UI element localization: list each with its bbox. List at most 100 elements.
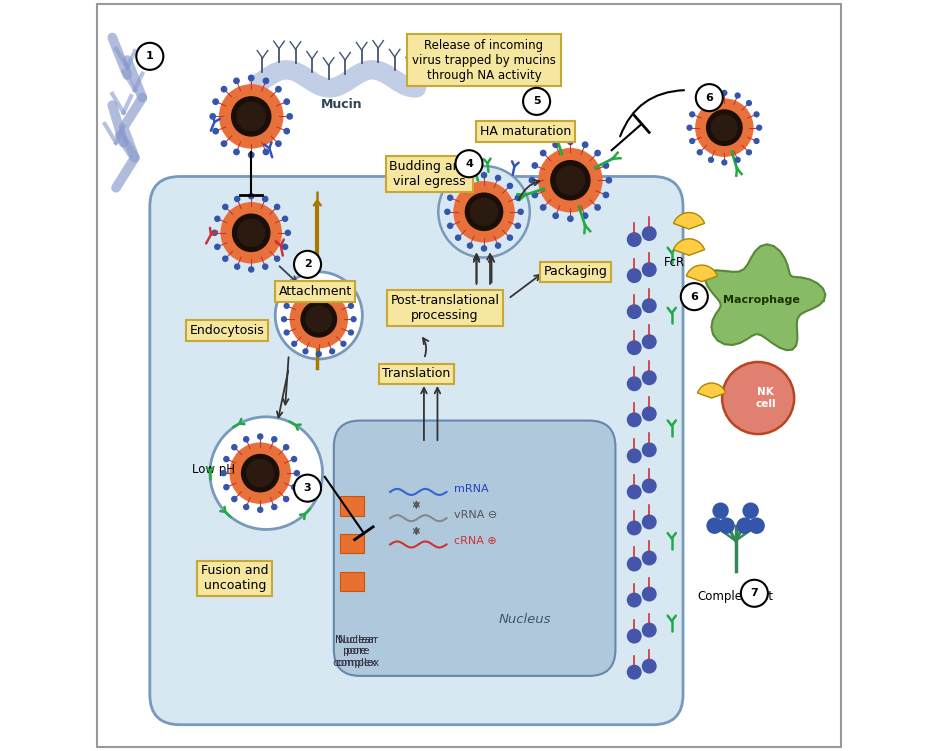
Circle shape xyxy=(237,102,265,131)
Circle shape xyxy=(696,84,723,111)
Circle shape xyxy=(275,204,280,210)
Circle shape xyxy=(292,457,296,462)
Circle shape xyxy=(481,173,487,178)
Circle shape xyxy=(272,505,277,509)
Circle shape xyxy=(735,158,740,162)
Circle shape xyxy=(538,149,602,212)
Text: Mucin: Mucin xyxy=(321,98,362,110)
Circle shape xyxy=(292,342,296,346)
Circle shape xyxy=(628,629,641,643)
Circle shape xyxy=(329,285,335,289)
Circle shape xyxy=(445,210,450,214)
Circle shape xyxy=(553,142,558,147)
Text: Nuclear
pore
complex: Nuclear pore complex xyxy=(336,635,380,668)
Circle shape xyxy=(212,231,217,235)
Circle shape xyxy=(707,518,722,533)
Circle shape xyxy=(553,213,558,219)
Circle shape xyxy=(275,272,362,359)
Circle shape xyxy=(697,101,703,105)
Circle shape xyxy=(232,445,237,450)
Circle shape xyxy=(628,593,641,607)
Circle shape xyxy=(465,193,503,231)
Circle shape xyxy=(221,203,281,263)
Circle shape xyxy=(689,139,695,143)
Text: Low pH: Low pH xyxy=(192,463,235,476)
Circle shape xyxy=(306,306,332,332)
FancyBboxPatch shape xyxy=(340,496,364,516)
Text: FcR: FcR xyxy=(663,256,685,270)
Text: 6: 6 xyxy=(705,92,713,103)
Circle shape xyxy=(643,623,656,637)
Circle shape xyxy=(447,195,453,201)
Circle shape xyxy=(628,521,641,535)
Circle shape xyxy=(275,256,280,261)
Circle shape xyxy=(643,407,656,421)
Circle shape xyxy=(628,449,641,463)
Circle shape xyxy=(741,580,768,607)
FancyBboxPatch shape xyxy=(334,421,615,676)
Wedge shape xyxy=(698,383,726,398)
Circle shape xyxy=(749,518,764,533)
Circle shape xyxy=(643,659,656,673)
Circle shape xyxy=(643,479,656,493)
Circle shape xyxy=(747,150,751,155)
Circle shape xyxy=(282,244,288,249)
Circle shape xyxy=(295,471,299,475)
Circle shape xyxy=(349,330,354,335)
Circle shape xyxy=(213,128,219,134)
Text: cRNA ⊕: cRNA ⊕ xyxy=(454,536,497,547)
Circle shape xyxy=(643,587,656,601)
Text: Release of incoming
virus trapped by mucins
through NA activity: Release of incoming virus trapped by muc… xyxy=(412,38,556,82)
Text: 6: 6 xyxy=(690,291,698,302)
Text: Budding and
viral egress: Budding and viral egress xyxy=(389,160,469,189)
Circle shape xyxy=(628,233,641,246)
Circle shape xyxy=(285,231,291,235)
Circle shape xyxy=(234,197,240,201)
Circle shape xyxy=(282,216,288,222)
Circle shape xyxy=(603,192,609,198)
Circle shape xyxy=(213,99,219,104)
Circle shape xyxy=(628,413,641,427)
Circle shape xyxy=(234,149,239,155)
Text: 5: 5 xyxy=(533,96,540,107)
Circle shape xyxy=(287,113,293,119)
Circle shape xyxy=(316,282,321,287)
Circle shape xyxy=(258,507,263,512)
Circle shape xyxy=(136,43,163,70)
Circle shape xyxy=(210,417,323,529)
Circle shape xyxy=(276,141,281,146)
Circle shape xyxy=(643,263,656,276)
Circle shape xyxy=(232,97,271,136)
Circle shape xyxy=(244,437,249,442)
Circle shape xyxy=(643,227,656,240)
Circle shape xyxy=(294,251,321,278)
Circle shape xyxy=(507,183,512,189)
Circle shape xyxy=(713,503,728,518)
Text: Packaging: Packaging xyxy=(544,265,608,279)
Circle shape xyxy=(292,292,296,297)
Circle shape xyxy=(234,78,239,83)
Circle shape xyxy=(438,166,530,258)
Circle shape xyxy=(351,317,356,321)
Circle shape xyxy=(628,269,641,282)
Circle shape xyxy=(532,192,537,198)
Circle shape xyxy=(210,113,216,119)
Circle shape xyxy=(595,205,600,210)
Text: Nuclear
pore
complex: Nuclear pore complex xyxy=(333,635,377,668)
Circle shape xyxy=(532,163,537,168)
Circle shape xyxy=(224,457,229,462)
Text: 3: 3 xyxy=(304,483,311,493)
Circle shape xyxy=(249,267,254,272)
Circle shape xyxy=(263,197,267,201)
Circle shape xyxy=(567,139,573,144)
Circle shape xyxy=(341,342,346,346)
Circle shape xyxy=(284,330,289,335)
Text: Translation: Translation xyxy=(383,367,450,381)
Circle shape xyxy=(706,110,742,146)
Circle shape xyxy=(456,183,461,189)
Circle shape xyxy=(281,317,286,321)
Text: Post-translational
processing: Post-translational processing xyxy=(390,294,499,322)
Text: 2: 2 xyxy=(304,259,311,270)
Circle shape xyxy=(234,264,240,269)
Text: Nucleus: Nucleus xyxy=(499,613,552,626)
